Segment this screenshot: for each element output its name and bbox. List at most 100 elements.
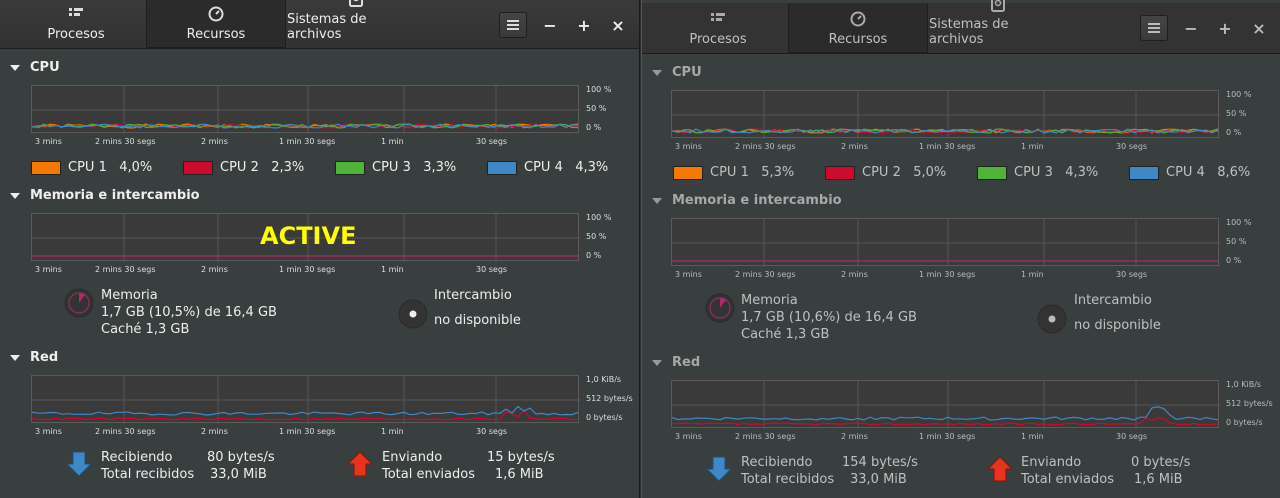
receiving-rate: 80 bytes/s (207, 450, 275, 465)
close-icon: × (1252, 18, 1266, 38)
tab-sistemas-de-archivos[interactable]: Sistemas de archivos (286, 0, 426, 48)
total-sent-label: Total enviados (382, 467, 475, 482)
expander-icon (10, 192, 20, 199)
tab-label: Procesos (47, 27, 105, 42)
resources-view: CPU 100 % 50 % 0 % 3 mins 2 mins 30 segs 2… (0, 50, 639, 498)
cpu-section-header[interactable]: CPU (10, 60, 60, 75)
y-tick-label: 50 % (586, 104, 607, 113)
cpu1-color-button[interactable] (673, 165, 703, 180)
cpu2-legend: CPU 2 5,0% (825, 165, 977, 180)
maximize-button[interactable]: + (573, 14, 595, 36)
sending-label: Enviando (382, 450, 443, 465)
cpu-value: 2,3% (271, 160, 305, 175)
memory-section-header[interactable]: Memoria e intercambio (652, 193, 842, 208)
cpu-name: CPU 4 (524, 160, 563, 175)
total-received-value: 33,0 MiB (210, 467, 267, 482)
memory-section-header[interactable]: Memoria e intercambio (10, 188, 200, 203)
tab-sistemas-de-archivos[interactable]: Sistemas de archivos (928, 0, 1068, 53)
tab-procesos[interactable]: Procesos (6, 0, 146, 48)
minimize-icon: − (543, 15, 557, 35)
resources-view: CPU 100 % 50 % 0 % 3 mins 2 mins 30 segs 2… (642, 55, 1280, 498)
cpu1-color-button[interactable] (31, 160, 61, 175)
section-title: CPU (672, 65, 702, 80)
cpu4-color-button[interactable] (1129, 165, 1159, 180)
minimize-button[interactable]: − (1180, 17, 1202, 39)
tab-recursos[interactable]: Recursos (788, 3, 928, 53)
cpu-history-graph (31, 85, 580, 134)
tab-label: Sistemas de archivos (287, 12, 367, 42)
receiving-label: Recibiendo (741, 455, 813, 470)
memory-pie[interactable] (705, 293, 735, 327)
tab-label: Recursos (186, 27, 246, 42)
swap-label: Intercambio (1074, 293, 1152, 308)
cpu3-color-button[interactable] (335, 160, 365, 175)
x-tick-label: 3 mins (675, 142, 702, 151)
sending-rate: 0 bytes/s (1131, 455, 1191, 470)
y-tick-label: 1,0 KiB/s (586, 375, 622, 384)
cpu-value: 4,0% (119, 160, 153, 175)
menu-button[interactable] (499, 12, 527, 38)
cpu-name: CPU 4 (1166, 165, 1205, 180)
x-tick-label: 1 min (381, 137, 404, 146)
series-line (32, 123, 579, 129)
download-arrow-icon (65, 450, 93, 482)
cpu-x-axis: 3 mins 2 mins 30 segs 2 mins 1 min 30 segs 1… (31, 137, 579, 149)
x-tick-label: 1 min 30 segs (919, 270, 976, 279)
close-button[interactable]: × (1248, 17, 1270, 39)
cpu-section-header[interactable]: CPU (652, 65, 702, 80)
maximize-button[interactable]: + (1214, 17, 1236, 39)
x-tick-label: 30 segs (1116, 270, 1148, 279)
y-tick-label: 50 % (1226, 109, 1247, 118)
x-tick-label: 30 segs (1116, 432, 1148, 441)
minimize-icon: − (1184, 18, 1198, 38)
expander-icon (10, 64, 20, 71)
network-section-header[interactable]: Red (652, 355, 700, 370)
x-tick-label: 3 mins (35, 265, 62, 274)
section-title: Memoria e intercambio (30, 188, 200, 203)
active-window-label: ACTIVE (260, 222, 357, 250)
cpu3-color-button[interactable] (977, 165, 1007, 180)
view-tabs: Procesos Recursos Sistemas de archivos (6, 0, 426, 48)
cpu2-color-button[interactable] (825, 165, 855, 180)
maximize-icon: + (577, 15, 591, 35)
cpu4-color-button[interactable] (487, 160, 517, 175)
cpu2-color-button[interactable] (183, 160, 213, 175)
x-tick-label: 1 min (381, 265, 404, 274)
memory-usage: 1,7 GB (10,5%) de 16,4 GB (101, 305, 277, 320)
cpu-legend: CPU 1 5,3% CPU 2 5,0% CPU 3 4,3% CPU 4 8… (673, 165, 1280, 180)
network-history-graph (671, 380, 1220, 429)
network-section-header[interactable]: Red (10, 350, 58, 365)
memory-history-graph (671, 218, 1220, 267)
x-tick-label: 30 segs (1116, 142, 1148, 151)
tab-recursos[interactable]: Recursos (146, 0, 286, 48)
x-tick-label: 2 mins 30 segs (735, 142, 796, 151)
network-x-axis: 3 mins 2 mins 30 segs 2 mins 1 min 30 segs 1… (671, 432, 1219, 444)
cpu-value: 3,3% (423, 160, 457, 175)
process-list-icon (710, 11, 726, 27)
tab-label: Recursos (828, 32, 888, 47)
memory-pie[interactable] (64, 288, 94, 322)
swap-pie[interactable] (1037, 304, 1067, 338)
expander-icon (10, 354, 20, 361)
swap-pie[interactable] (398, 299, 428, 333)
series-line (672, 416, 1219, 426)
expander-icon (652, 69, 662, 76)
series-line (32, 405, 579, 416)
window-controls: − + × (499, 12, 629, 38)
x-tick-label: 2 mins (841, 270, 868, 279)
menu-button[interactable] (1140, 15, 1168, 41)
hamburger-icon (1148, 23, 1160, 33)
x-tick-label: 1 min (1021, 270, 1044, 279)
x-tick-label: 3 mins (675, 270, 702, 279)
upload-arrow-icon (346, 450, 374, 482)
tab-procesos[interactable]: Procesos (648, 3, 788, 53)
y-tick-label: 0 % (1226, 256, 1242, 265)
cpu-name: CPU 1 (710, 165, 749, 180)
minimize-button[interactable]: − (539, 14, 561, 36)
process-list-icon (68, 6, 84, 22)
x-tick-label: 3 mins (35, 137, 62, 146)
y-tick-label: 0 % (586, 251, 602, 260)
section-title: Red (30, 350, 59, 365)
close-button[interactable]: × (607, 14, 629, 36)
cpu-name: CPU 2 (220, 160, 259, 175)
